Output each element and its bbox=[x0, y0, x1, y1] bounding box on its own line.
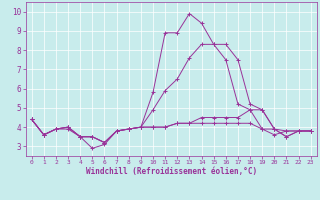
X-axis label: Windchill (Refroidissement éolien,°C): Windchill (Refroidissement éolien,°C) bbox=[86, 167, 257, 176]
